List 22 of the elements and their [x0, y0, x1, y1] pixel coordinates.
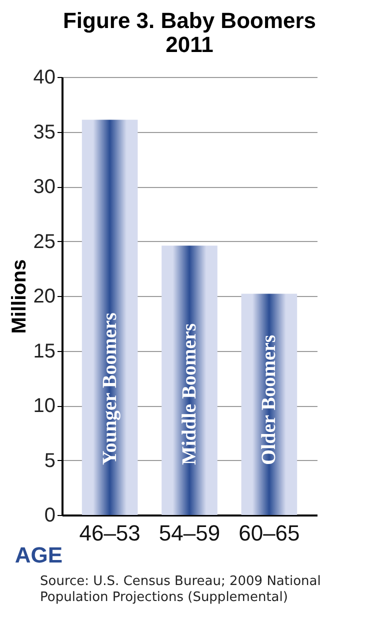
x-tick-label: 46–53: [79, 520, 140, 546]
y-tick-label: 35: [33, 121, 56, 144]
source-note: Source: U.S. Census Bureau; 2009 National Population Projections (Supplemental): [39, 573, 322, 606]
data-label: Older Boomers: [258, 334, 280, 465]
x-tick-label: 54–59: [158, 520, 220, 546]
y-tick-label: 40: [33, 66, 56, 88]
y-tick-label: 0: [44, 504, 56, 526]
chart-title: Figure 3. Baby Boomers 2011: [62, 8, 316, 57]
data-label: Middle Boomers: [178, 323, 200, 465]
y-tick-label: 5: [44, 450, 56, 472]
bar: [162, 246, 218, 515]
x-axis-title: AGE: [14, 542, 62, 568]
y-tick-label: 10: [33, 395, 56, 417]
y-tick-label: 20: [33, 286, 56, 308]
y-axis-title: Millions: [8, 259, 30, 334]
bar: [241, 294, 298, 515]
x-tick-label: 60–65: [238, 520, 300, 546]
data-label: Younger Boomers: [98, 312, 121, 465]
y-tick-label: 25: [33, 230, 56, 253]
y-tick-label: 15: [33, 340, 56, 362]
y-tick-label: 30: [33, 176, 56, 198]
bar: [82, 120, 138, 515]
